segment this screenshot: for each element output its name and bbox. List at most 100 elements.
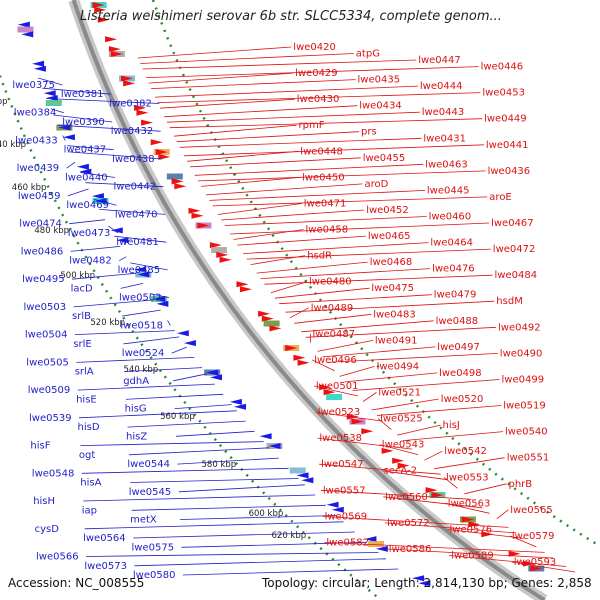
forward-gene-arrow (381, 447, 394, 454)
forward-gene-arrow (508, 550, 521, 557)
reverse-gene-label: hisZ (126, 431, 147, 442)
reverse-leader (67, 188, 89, 197)
reverse-leader (83, 494, 316, 502)
forward-gene-label: lwe0468 (370, 257, 413, 268)
feature-block (45, 100, 62, 106)
forward-leader (371, 398, 439, 411)
forward-gene-label: lwe0491 (375, 335, 418, 346)
forward-gene-label: lwe0543 (382, 440, 425, 451)
feature-ring (17, 2, 545, 587)
forward-gene-label: lwe0430 (297, 94, 340, 105)
forward-gene-arrow (397, 462, 410, 469)
reverse-gene-label: lwe0390 (62, 117, 105, 128)
forward-leader (140, 53, 354, 64)
forward-leader (154, 85, 418, 98)
reverse-gene-arrow (116, 237, 129, 244)
kbp-tick-label: 520 kbp (90, 318, 125, 328)
forward-gene-label: lwe0487 (313, 329, 356, 340)
forward-leader (209, 190, 425, 201)
reverse-leader (57, 124, 161, 132)
forward-gene-arrow (319, 384, 332, 391)
forward-gene-label: lwe0445 (427, 185, 470, 196)
forward-gene-label: lwe0572 (387, 518, 430, 529)
reverse-gene-label: lwe0470 (115, 209, 158, 220)
forward-leader (289, 307, 309, 319)
forward-leader (285, 300, 495, 313)
forward-leader (386, 548, 554, 559)
reverse-gene-label: lwe0518 (120, 320, 163, 331)
reverse-gene-label: lwe0439 (17, 163, 60, 174)
forward-leader (313, 385, 358, 397)
forward-leader (146, 66, 479, 78)
forward-leader (322, 346, 436, 358)
feature-block (289, 467, 306, 474)
reverse-leader (70, 246, 121, 252)
reverse-gene-arrow (110, 227, 123, 234)
kbp-tick-label: 560 kbp (160, 412, 195, 422)
kbp-tick-label: 620 kbp (272, 531, 307, 541)
forward-leader (383, 496, 483, 509)
reverse-gene-label: hisD (78, 422, 100, 433)
forward-gene-arrow (323, 389, 336, 396)
forward-gene-arrow (108, 46, 121, 53)
reverse-gene-label: lwe0440 (65, 173, 108, 184)
forward-leader (270, 281, 308, 294)
feature-block (263, 320, 280, 327)
forward-gene-label: lwe0520 (441, 394, 484, 405)
genome-summary: Topology: circular; Length: 2,814,130 bp… (262, 576, 592, 590)
reverse-leader (99, 209, 165, 215)
forward-gene-arrow (293, 354, 306, 361)
reverse-gene-label: lwe0382 (109, 99, 152, 110)
forward-gene-arrow (216, 251, 229, 258)
forward-leader (279, 294, 432, 305)
reverse-leader (80, 441, 264, 446)
forward-leader (256, 261, 368, 274)
forward-gene-arrow (123, 80, 136, 87)
forward-gene-label: lwe0547 (321, 459, 364, 470)
forward-gene-arrow (431, 492, 444, 498)
reverse-leader (134, 558, 386, 567)
forward-gene-label: lwe0540 (505, 427, 548, 438)
reverse-gene-arrow (32, 60, 45, 67)
reverse-gene-arrow (364, 536, 377, 543)
forward-leader (294, 313, 372, 324)
reverse-leader (81, 467, 289, 474)
reverse-gene-label: lwe0580 (133, 570, 176, 581)
reverse-gene-label: lwe0473 (68, 228, 111, 239)
reverse-gene-label: lwe0564 (83, 533, 126, 544)
forward-gene-arrow (158, 153, 171, 160)
forward-gene-label: lwe0519 (503, 401, 546, 412)
forward-leader (445, 502, 490, 514)
reverse-gene-label: hisE (76, 394, 97, 405)
forward-gene-arrow (174, 183, 187, 190)
forward-gene-label: lwe0586 (389, 544, 432, 555)
forward-leader (377, 418, 392, 430)
forward-gene-label: lwe0449 (484, 114, 527, 125)
reverse-gene-label: lwe0486 (21, 246, 64, 257)
forward-leader (205, 183, 363, 196)
reverse-gene-label: lwe0384 (14, 108, 57, 119)
forward-gene-label: lwe0560 (385, 492, 428, 503)
reverse-gene-arrow (62, 134, 75, 141)
forward-leader (509, 535, 537, 548)
forward-gene-label: lwe0450 (302, 172, 345, 183)
forward-leader (344, 372, 438, 383)
reverse-leader (93, 198, 117, 206)
reverse-gene-arrow (268, 443, 281, 449)
reverse-gene-label: lwe0575 (132, 542, 175, 553)
forward-gene-arrow (522, 560, 535, 567)
forward-gene-label: lwe0579 (512, 531, 555, 542)
reverse-leader (180, 515, 337, 520)
reverse-leader (42, 87, 111, 95)
forward-leader (187, 150, 299, 162)
forward-gene-label: lwe0465 (368, 231, 411, 242)
forward-gene-arrow (236, 281, 249, 288)
forward-leader (447, 529, 525, 539)
kbp-tick-label: 600 kbp (249, 509, 284, 519)
reverse-leader (149, 293, 170, 298)
forward-gene-arrow (155, 149, 168, 155)
forward-gene-arrow (188, 207, 201, 214)
forward-leader (317, 340, 373, 352)
forward-leader (230, 222, 490, 235)
forward-leader (142, 59, 417, 70)
